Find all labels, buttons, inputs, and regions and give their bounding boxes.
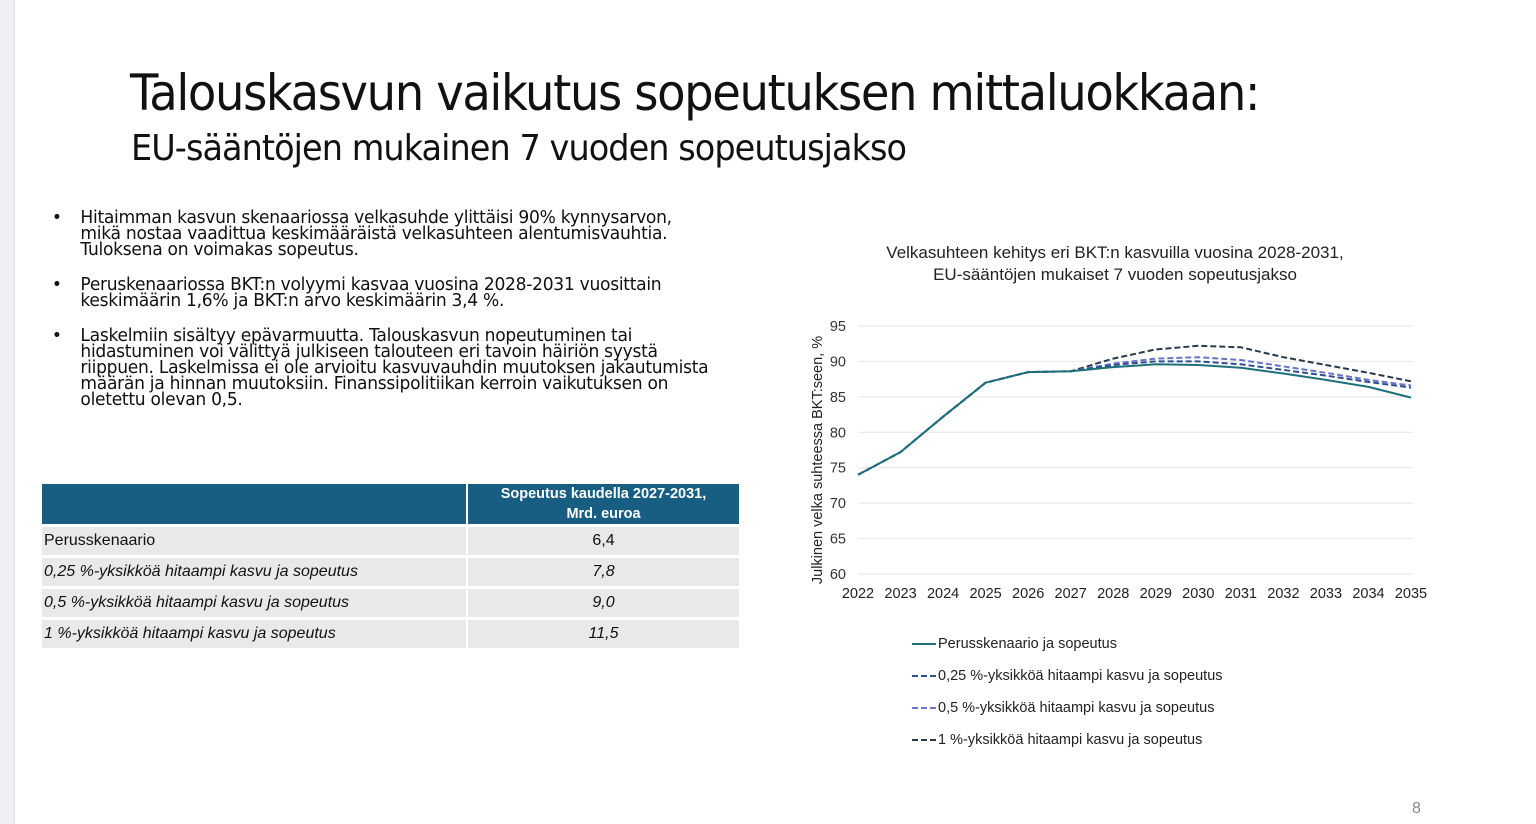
bullet-line: Hitaimman kasvun skenaariossa velkasuhde…: [80, 207, 672, 228]
y-axis-label: Julkinen velka suhteessa BKT:seen, %: [810, 336, 826, 584]
bullet-item: • Laskelmiin sisältyy epävarmuutta. Talou…: [50, 325, 734, 410]
row-value: 6,4: [467, 524, 739, 557]
dashed-line-icon: [912, 707, 936, 709]
x-tick-label: 2030: [1182, 586, 1214, 602]
row-label: 0,5 %-yksikköä hitaampi kasvu ja sopeutu…: [42, 586, 468, 619]
x-tick-label: 2031: [1225, 586, 1257, 602]
row-value: 9,0: [467, 586, 739, 619]
chart-title-line-2: EU-sääntöjen mukaiset 7 vuoden sopeutusj…: [933, 265, 1297, 284]
legend-item: 0,5 %-yksikköä hitaampi kasvu ja sopeutu…: [912, 692, 1223, 724]
y-tick-label: 85: [830, 390, 846, 406]
table-header-adjustment: Sopeutus kaudella 2027-2031, Mrd. euroa: [467, 484, 739, 526]
slide-title: Talouskasvun vaikutus sopeutuksen mittal…: [130, 64, 1261, 122]
legend-label: 1 %-yksikköä hitaampi kasvu ja sopeutus: [938, 732, 1203, 748]
table-row: Perusskenaario 6,4: [42, 524, 739, 557]
chart-title-line-1: Velkasuhteen kehitys eri BKT:n kasvuilla…: [886, 243, 1344, 262]
y-tick-label: 60: [830, 567, 846, 583]
x-tick-label: 2033: [1310, 586, 1342, 602]
bullet-line: Peruskenaariossa BKT:n volyymi kasvaa vu…: [80, 274, 662, 295]
y-tick-label: 75: [830, 461, 846, 477]
adjustment-table: Sopeutus kaudella 2027-2031, Mrd. euroa …: [42, 484, 739, 648]
chart-legend: Perusskenaario ja sopeutus 0,25 %-yksikkö…: [912, 628, 1223, 756]
bullet-line: riippuen. Laskelmissa ei ole arvioitu ka…: [80, 357, 709, 378]
row-label: 1 %-yksikköä hitaampi kasvu ja sopeutus: [42, 617, 468, 648]
x-tick-label: 2035: [1395, 586, 1427, 602]
series-line: [857, 363, 1412, 476]
dashed-line-icon: [912, 739, 936, 741]
bullet-line: keskimäärin 1,6% ja BKT:n arvo keskimäär…: [80, 290, 505, 311]
bullet-line: määrän ja hinnan muutoksiin. Finanssipol…: [80, 373, 669, 394]
y-tick-label: 80: [830, 425, 846, 441]
row-label: 0,25 %-yksikköä hitaampi kasvu ja sopeut…: [42, 555, 468, 588]
bullet-item: • Hitaimman kasvun skenaariossa velkasuhd…: [50, 207, 734, 260]
legend-item: 0,25 %-yksikköä hitaampi kasvu ja sopeut…: [912, 660, 1223, 692]
slide-subtitle: EU-sääntöjen mukainen 7 vuoden sopeutusj…: [131, 128, 907, 169]
bullet-line: hidastuminen voi välittyä julkiseen talo…: [80, 341, 658, 362]
table-row: 1 %-yksikköä hitaampi kasvu ja sopeutus 1…: [42, 617, 739, 648]
x-tick-label: 2024: [927, 586, 959, 602]
x-tick-label: 2029: [1140, 586, 1172, 602]
header-line-1: Sopeutus kaudella 2027-2031,: [500, 486, 707, 502]
bullet-item: • Peruskenaariossa BKT:n volyymi kasvaa v…: [50, 274, 734, 311]
table-header-row: Sopeutus kaudella 2027-2031, Mrd. euroa: [42, 484, 739, 526]
row-label: Perusskenaario: [42, 524, 468, 557]
bullet-dot-icon: •: [51, 274, 62, 295]
row-value: 7,8: [467, 555, 739, 588]
left-sidebar-strip: [0, 0, 15, 824]
bullet-dot-icon: •: [51, 207, 62, 228]
bullet-dot-icon: •: [51, 325, 62, 346]
y-tick-label: 90: [830, 354, 846, 370]
x-tick-label: 2027: [1055, 586, 1087, 602]
legend-label: 0,25 %-yksikköä hitaampi kasvu ja sopeut…: [938, 668, 1223, 684]
bullet-line: oletettu olevan 0,5.: [80, 389, 243, 410]
header-line-2: Mrd. euroa: [566, 506, 641, 522]
bullet-line: Laskelmiin sisältyy epävarmuutta. Talous…: [80, 325, 633, 346]
solid-line-icon: [912, 643, 936, 645]
x-tick-label: 2022: [842, 586, 874, 602]
x-tick-label: 2026: [1012, 586, 1044, 602]
x-tick-label: 2034: [1352, 586, 1384, 602]
chart-title: Velkasuhteen kehitys eri BKT:n kasvuilla…: [820, 242, 1410, 286]
legend-label: Perusskenaario ja sopeutus: [938, 636, 1117, 652]
y-tick-label: 70: [830, 496, 846, 512]
dashed-line-icon: [912, 675, 936, 677]
table-header-empty: [42, 484, 468, 526]
y-tick-label: 65: [830, 532, 846, 548]
debt-ratio-line-chart: 60 65 70 75 80 85 90 95 2022 2023 2024 2025 2026 2027…: [810, 319, 1427, 602]
series-line: [857, 356, 1412, 476]
legend-item: 1 %-yksikköä hitaampi kasvu ja sopeutus: [912, 724, 1223, 756]
x-tick-label: 2025: [969, 586, 1001, 602]
row-value: 11,5: [467, 617, 739, 648]
x-tick-label: 2028: [1097, 586, 1129, 602]
bullet-list: • Hitaimman kasvun skenaariossa velkasuhd…: [50, 207, 770, 427]
legend-item: Perusskenaario ja sopeutus: [912, 628, 1223, 660]
bullet-line: mikä nostaa vaadittua keskimääräistä vel…: [80, 223, 668, 244]
table-row: 0,25 %-yksikköä hitaampi kasvu ja sopeut…: [42, 555, 739, 588]
table-row: 0,5 %-yksikköä hitaampi kasvu ja sopeutu…: [42, 586, 739, 619]
legend-label: 0,5 %-yksikköä hitaampi kasvu ja sopeutu…: [938, 700, 1215, 716]
x-tick-label: 2032: [1267, 586, 1299, 602]
bullet-line: Tuloksena on voimakas sopeutus.: [80, 239, 359, 260]
x-tick-label: 2023: [884, 586, 916, 602]
page-number: 8: [1412, 800, 1421, 817]
y-tick-label: 95: [830, 319, 846, 335]
